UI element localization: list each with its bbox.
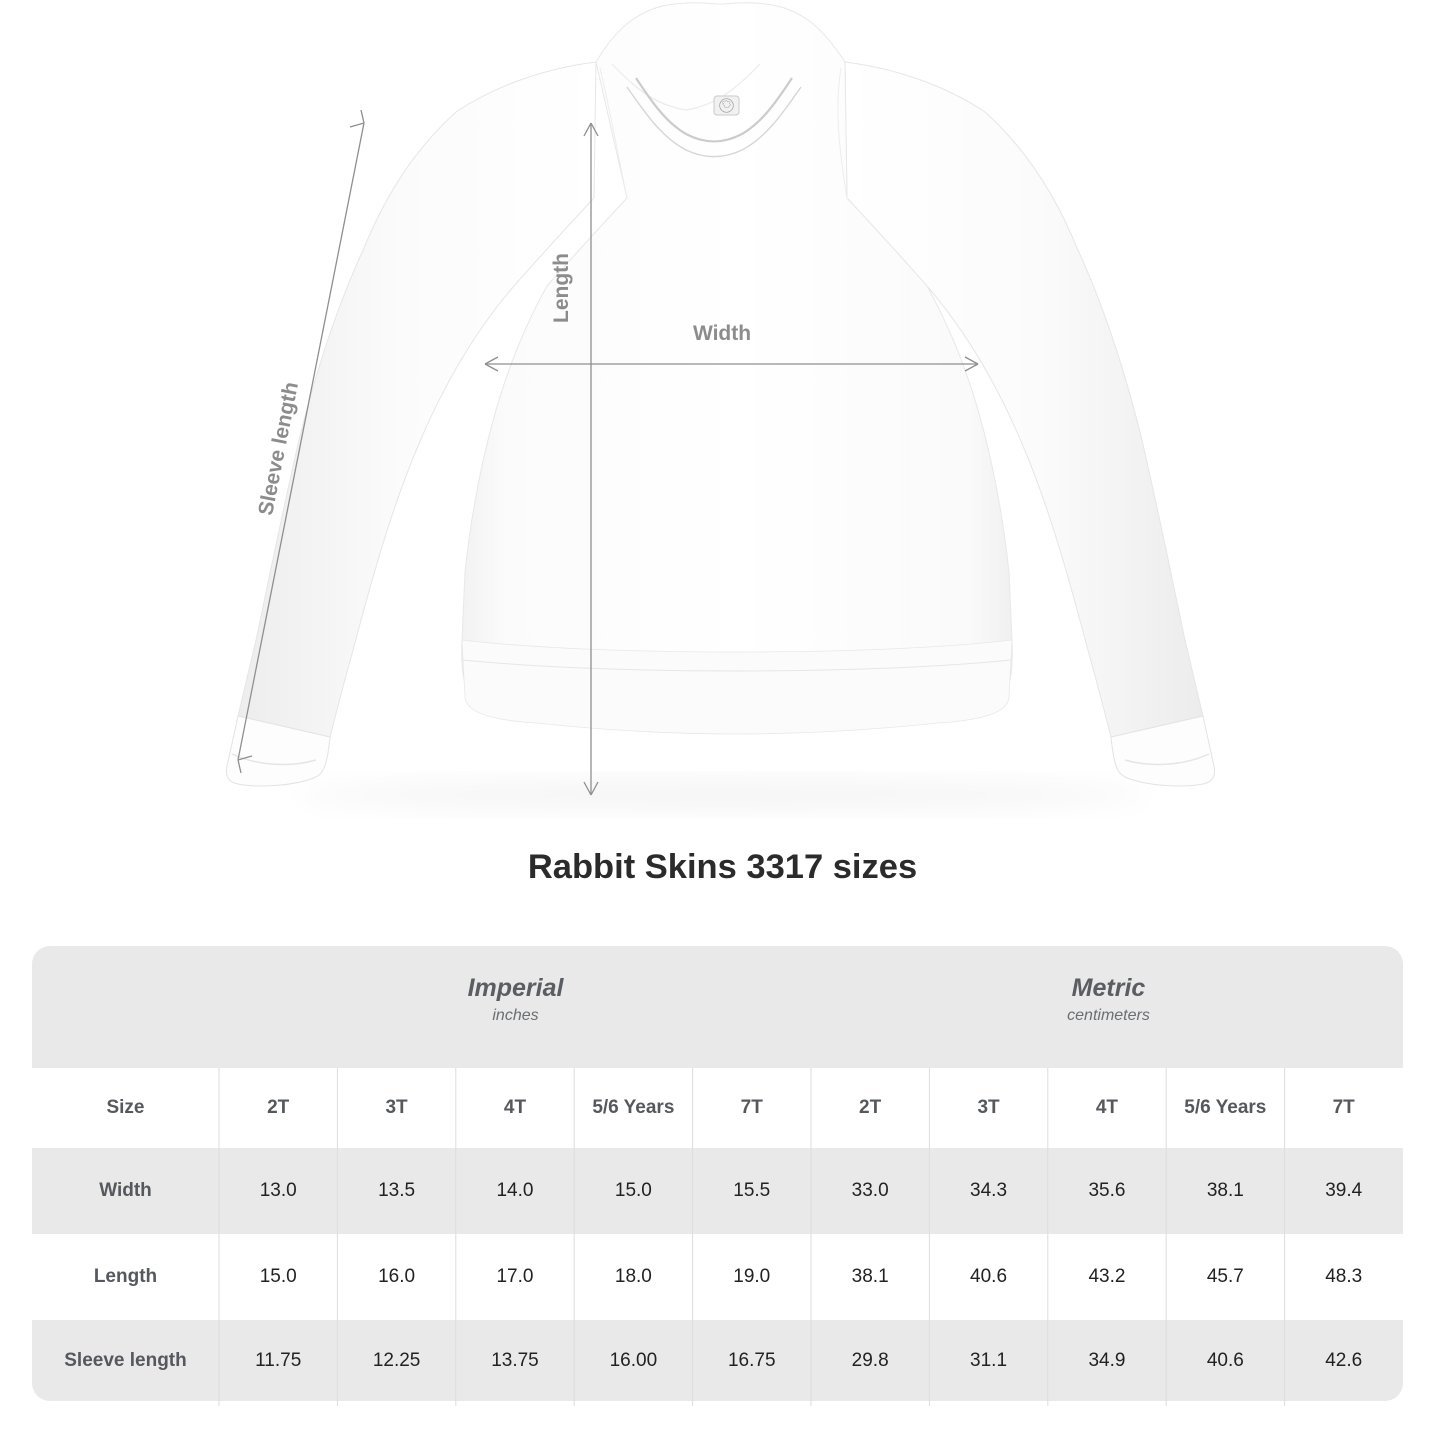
svg-text:Width: Width: [693, 322, 751, 345]
svg-text:Length: Length: [550, 253, 573, 323]
